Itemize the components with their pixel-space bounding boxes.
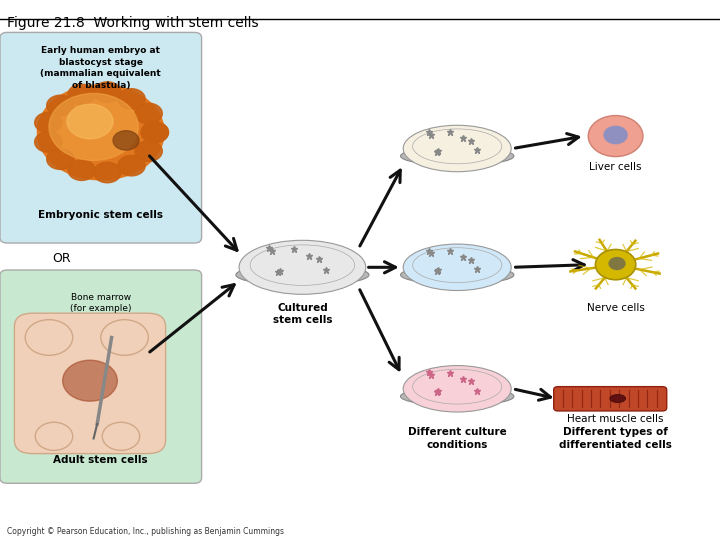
Circle shape: [68, 160, 95, 180]
Ellipse shape: [403, 244, 511, 291]
Circle shape: [102, 422, 140, 450]
Ellipse shape: [413, 369, 502, 404]
Text: Early human embryo at
blastocyst stage
(mammalian equivalent
of blastula): Early human embryo at blastocyst stage (…: [40, 46, 161, 90]
Circle shape: [604, 126, 627, 144]
Circle shape: [67, 104, 113, 139]
Circle shape: [94, 82, 121, 103]
Circle shape: [35, 132, 62, 152]
Circle shape: [118, 89, 145, 109]
Ellipse shape: [403, 125, 511, 172]
Circle shape: [135, 141, 162, 161]
Ellipse shape: [400, 266, 514, 284]
Text: Cultured
stem cells: Cultured stem cells: [273, 303, 332, 325]
Circle shape: [118, 156, 145, 176]
Text: OR: OR: [52, 252, 71, 265]
Circle shape: [94, 162, 121, 183]
Ellipse shape: [610, 394, 626, 403]
Circle shape: [68, 84, 95, 105]
FancyBboxPatch shape: [0, 270, 202, 483]
Circle shape: [595, 249, 636, 280]
Ellipse shape: [400, 387, 514, 406]
Circle shape: [25, 320, 73, 355]
Circle shape: [609, 258, 625, 269]
Ellipse shape: [236, 264, 369, 286]
Circle shape: [35, 422, 73, 450]
Circle shape: [135, 103, 162, 124]
Circle shape: [588, 116, 643, 157]
Text: Different types of
differentiated cells: Different types of differentiated cells: [559, 427, 672, 450]
Circle shape: [141, 122, 168, 143]
Circle shape: [37, 85, 164, 180]
Ellipse shape: [400, 147, 514, 165]
Text: Liver cells: Liver cells: [590, 162, 642, 172]
Circle shape: [141, 122, 168, 143]
Text: Copyright © Pearson Education, Inc., publishing as Benjamin Cummings: Copyright © Pearson Education, Inc., pub…: [7, 526, 284, 536]
Ellipse shape: [413, 129, 502, 164]
Circle shape: [101, 320, 148, 355]
Ellipse shape: [403, 366, 511, 412]
Circle shape: [113, 131, 139, 150]
Text: Different culture
conditions: Different culture conditions: [408, 427, 507, 450]
Circle shape: [47, 149, 74, 170]
FancyBboxPatch shape: [14, 313, 166, 454]
Text: Bone marrow
(for example): Bone marrow (for example): [70, 293, 132, 314]
Circle shape: [35, 112, 62, 133]
Circle shape: [63, 360, 117, 401]
Text: Nerve cells: Nerve cells: [587, 303, 644, 314]
Ellipse shape: [250, 245, 355, 285]
Circle shape: [47, 95, 74, 116]
Text: Figure 21.8  Working with stem cells: Figure 21.8 Working with stem cells: [7, 16, 258, 30]
Ellipse shape: [239, 240, 366, 294]
Circle shape: [49, 93, 138, 160]
Text: Heart muscle cells: Heart muscle cells: [567, 414, 664, 424]
Text: Embryonic stem cells: Embryonic stem cells: [38, 210, 163, 220]
Text: Adult stem cells: Adult stem cells: [53, 455, 148, 465]
FancyBboxPatch shape: [0, 32, 202, 243]
FancyBboxPatch shape: [554, 387, 667, 411]
Ellipse shape: [413, 248, 502, 282]
